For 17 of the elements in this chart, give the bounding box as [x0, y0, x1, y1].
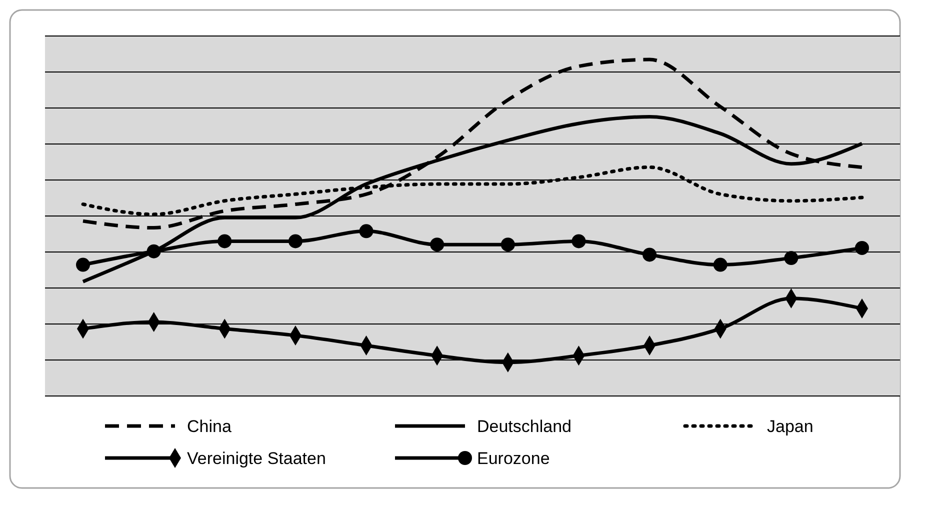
- point: [76, 258, 90, 272]
- point: [572, 234, 586, 248]
- point: [430, 238, 444, 252]
- legend-label: China: [187, 417, 232, 436]
- point: [218, 234, 232, 248]
- point: [146, 244, 161, 258]
- point: [288, 234, 302, 248]
- point: [713, 258, 728, 272]
- legend-label: Deutschland: [477, 417, 572, 436]
- legend-label: Eurozone: [477, 449, 550, 468]
- point: [642, 248, 657, 262]
- point: [359, 224, 374, 238]
- legend-label: Japan: [767, 417, 814, 436]
- point: [855, 240, 869, 255]
- point: [784, 251, 798, 266]
- point: [500, 238, 515, 252]
- legend-label: Vereinigte Staaten: [187, 449, 326, 468]
